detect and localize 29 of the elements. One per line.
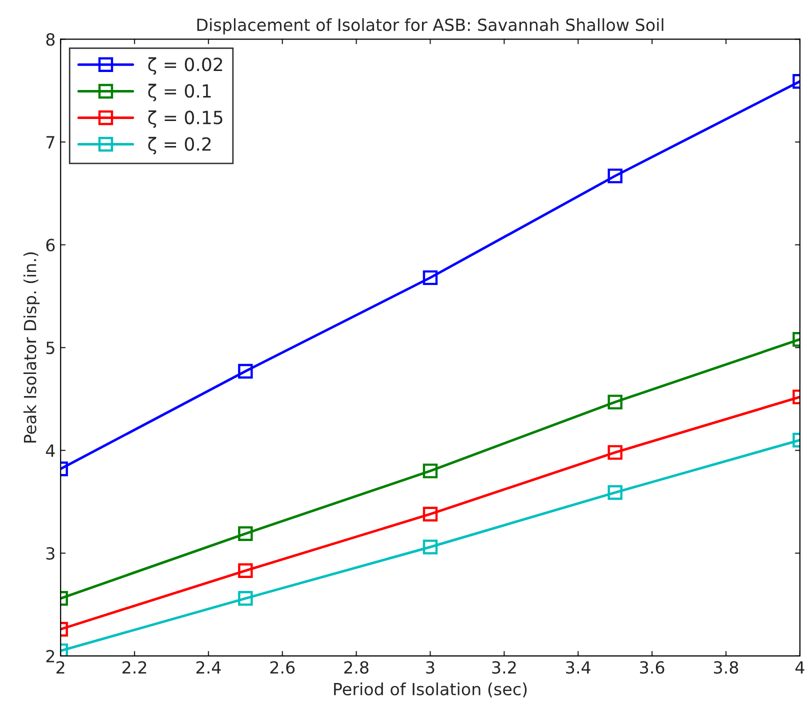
x-tick-label: 2.4 <box>196 661 221 674</box>
y-tick-label: 6 <box>46 238 55 252</box>
x-tick-label: 2 <box>56 661 64 674</box>
point <box>422 540 438 554</box>
y-tick-label: 4 <box>46 444 55 457</box>
x-tick-label: 3.6 <box>640 661 664 674</box>
y-tick-label: 5 <box>46 342 54 354</box>
chart-title: Displacement of Isolator for ASB: Savannah Shallow Soil <box>197 18 664 34</box>
y-tick-label: 8 <box>46 33 55 46</box>
legend-label: ζ = 0.2 <box>148 136 211 154</box>
x-tick-label: 3.4 <box>566 661 590 674</box>
legend-label: ζ = 0.1 <box>148 84 211 102</box>
y-tick-label: 7 <box>46 136 54 148</box>
legend-label: ζ = 0.02 <box>148 57 222 75</box>
x-axis-title: Period of Isolation (sec) <box>334 682 527 698</box>
point <box>422 270 438 286</box>
x-tick-label: 2.2 <box>122 661 146 674</box>
x-tick-label: 3.2 <box>492 661 516 674</box>
point <box>422 464 438 478</box>
x-tick-label: 4 <box>795 661 804 674</box>
point <box>422 506 438 522</box>
x-tick-label: 3 <box>426 661 434 674</box>
y-tick-label: 3 <box>46 547 54 560</box>
x-tick-label: 2.6 <box>270 661 295 674</box>
y-axis-title: Peak Isolator Disp. (in.) <box>23 252 40 443</box>
legend-label: ζ = 0.15 <box>148 110 222 128</box>
x-tick-label: 3.8 <box>714 661 738 674</box>
x-tick-label: 2.8 <box>344 661 368 674</box>
y-tick-label: 2 <box>46 650 54 662</box>
